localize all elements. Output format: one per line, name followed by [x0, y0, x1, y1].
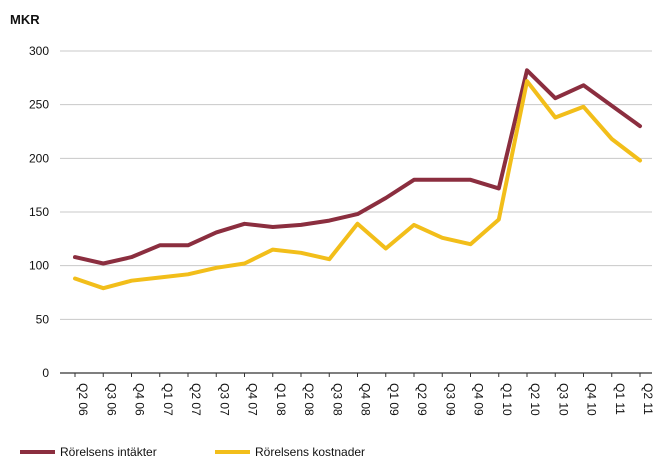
- x-tick-label: Q4 09: [472, 383, 486, 416]
- x-tick-label: Q2 06: [76, 383, 90, 416]
- y-tick-label: 150: [29, 205, 49, 219]
- series-line-1: [73, 79, 642, 291]
- legend-label: Rörelsens kostnader: [255, 445, 365, 459]
- y-tick-label: 250: [29, 98, 49, 112]
- x-tick-label: Q4 06: [133, 383, 147, 416]
- x-tick-label: Q2 09: [415, 383, 429, 416]
- gridlines: [60, 50, 652, 374]
- x-tick-label: Q3 09: [443, 383, 457, 416]
- x-tick-label: Q4 07: [246, 383, 260, 416]
- y-tick-label: 50: [36, 312, 50, 326]
- x-tick-label: Q2 07: [189, 383, 203, 416]
- y-tick-label: 0: [42, 366, 49, 380]
- legend-label: Rörelsens intäkter: [60, 445, 157, 459]
- x-tick-label: Q3 07: [217, 383, 231, 416]
- legend: Rörelsens intäkter Rörelsens kostnader: [20, 445, 365, 459]
- x-tick-label: Q3 10: [556, 383, 570, 416]
- x-tick-label: Q4 08: [359, 383, 373, 416]
- y-tick-labels: 0 50 100 150 200 250 300: [29, 44, 49, 380]
- x-tick-label: Q1 09: [387, 383, 401, 416]
- y-axis-unit-label: MKR: [10, 12, 40, 27]
- y-tick-label: 200: [29, 151, 49, 165]
- y-tick-label: 300: [29, 44, 49, 58]
- x-tick-label: Q2 10: [528, 383, 542, 416]
- x-tick-label: Q1 08: [274, 383, 288, 416]
- x-tick-label: Q2 08: [302, 383, 316, 416]
- x-tick-label: Q1 11: [613, 383, 627, 415]
- x-tick-label: Q1 10: [500, 383, 514, 416]
- x-tick-label: Q4 10: [585, 383, 599, 416]
- series-lines: [73, 68, 642, 291]
- x-tick-label: Q1 07: [161, 383, 175, 416]
- x-tick-label: Q3 08: [330, 383, 344, 416]
- y-tick-label: 100: [29, 259, 49, 273]
- x-tick-labels: Q2 06 Q3 06 Q4 06 Q1 07 Q2 07 Q3 07 Q4 07 Q1 08…: [74, 373, 655, 416]
- series-line-0: [73, 68, 642, 266]
- x-tick-label: Q3 06: [104, 383, 118, 416]
- x-tick-label: Q2 11: [641, 383, 655, 415]
